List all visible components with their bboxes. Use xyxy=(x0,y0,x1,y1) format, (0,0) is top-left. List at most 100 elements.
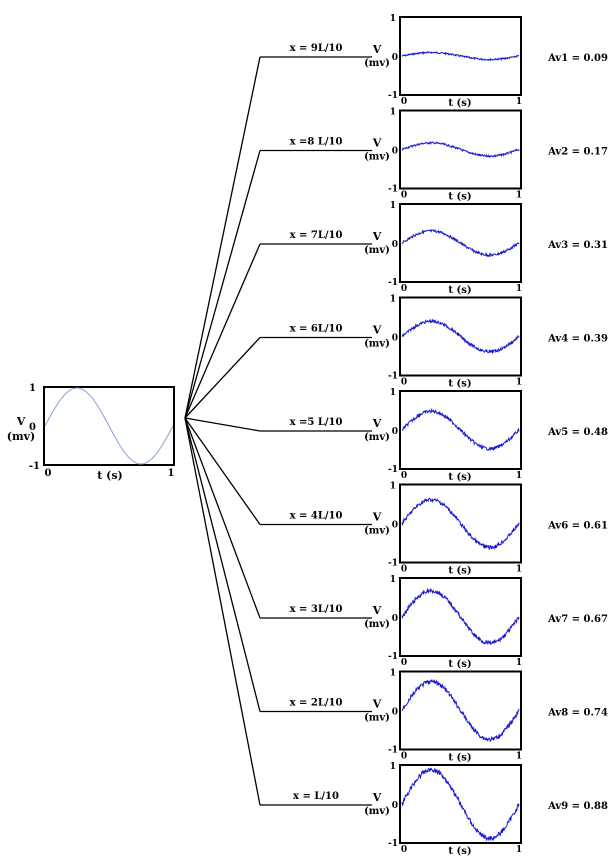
x-axis-label: t (s) xyxy=(448,753,471,764)
y-tick-bottom: -1 xyxy=(388,278,398,288)
y-axis-label-unit: (mv) xyxy=(364,526,390,537)
y-tick-mid: 0 xyxy=(392,53,398,63)
y-axis-label-unit: (mv) xyxy=(364,619,390,630)
noisy-sine-trace xyxy=(401,407,520,452)
x-tick-end: 1 xyxy=(516,378,522,388)
x-tick-end: 1 xyxy=(516,565,522,575)
x-axis-label: t (s) xyxy=(448,846,471,857)
position-label: x = 2L/10 xyxy=(290,698,343,709)
y-tick-mid: 0 xyxy=(392,427,398,437)
x-axis-label: t (s) xyxy=(448,285,471,296)
y-tick-top: 1 xyxy=(390,575,396,585)
x-tick-start: 0 xyxy=(401,845,407,855)
y-tick-top: 1 xyxy=(390,669,396,679)
y-axis-label-v: V xyxy=(372,230,382,243)
x-tick-end: 1 xyxy=(516,284,522,294)
source-y-axis-label-v: V xyxy=(16,415,26,428)
y-axis-label-unit: (mv) xyxy=(364,152,390,163)
y-axis-label-v: V xyxy=(372,43,382,56)
gain-label: Av5 = 0.48 xyxy=(547,427,608,438)
fan-out-connectors xyxy=(184,56,372,806)
y-tick-top: 1 xyxy=(390,295,396,305)
noisy-sine-trace xyxy=(401,497,520,551)
source-x-tick-start: 0 xyxy=(45,468,52,479)
source-x-tick-end: 1 xyxy=(168,468,175,479)
y-axis-label-unit: (mv) xyxy=(364,245,390,256)
plot-frame xyxy=(399,670,522,751)
position-label: x = L/10 xyxy=(293,791,339,802)
source-sine-trace xyxy=(44,387,174,465)
x-tick-start: 0 xyxy=(401,191,407,201)
x-tick-start: 0 xyxy=(401,378,407,388)
x-tick-start: 0 xyxy=(401,752,407,762)
connector-diagonal xyxy=(184,417,261,806)
plot-frame xyxy=(399,16,522,96)
y-tick-top: 1 xyxy=(390,762,396,772)
y-tick-bottom: -1 xyxy=(388,91,398,101)
x-tick-end: 1 xyxy=(516,191,522,201)
position-label: x = 6L/10 xyxy=(290,324,343,335)
plot-frame xyxy=(399,109,522,190)
gain-label: Av2 = 0.17 xyxy=(547,147,608,158)
position-label: x = 7L/10 xyxy=(290,230,343,241)
plot-frame xyxy=(399,390,522,470)
gain-label: Av6 = 0.61 xyxy=(547,521,608,532)
y-tick-mid: 0 xyxy=(392,240,398,250)
y-axis-label-v: V xyxy=(372,511,382,524)
position-label: x = 4L/10 xyxy=(290,511,343,522)
y-tick-bottom: -1 xyxy=(388,465,398,475)
x-tick-end: 1 xyxy=(516,845,522,855)
x-tick-end: 1 xyxy=(516,752,522,762)
y-axis-label-v: V xyxy=(372,698,382,711)
x-axis-label: t (s) xyxy=(448,659,471,670)
source-plot-frame xyxy=(43,386,175,466)
noisy-sine-trace xyxy=(401,228,520,258)
y-tick-mid: 0 xyxy=(392,708,398,718)
position-label: x = 3L/10 xyxy=(290,604,343,615)
y-tick-mid: 0 xyxy=(392,614,398,624)
connector-diagonal xyxy=(184,56,261,419)
plot-frame xyxy=(399,577,522,657)
x-axis-label: t (s) xyxy=(448,472,471,483)
y-axis-label-v: V xyxy=(372,791,382,804)
gain-label: Av4 = 0.39 xyxy=(547,334,608,345)
plot-frame xyxy=(399,203,522,283)
y-tick-top: 1 xyxy=(390,201,396,211)
position-label: x = 9L/10 xyxy=(290,43,343,54)
x-tick-end: 1 xyxy=(516,658,522,668)
x-axis-label: t (s) xyxy=(448,98,471,109)
x-axis-label: t (s) xyxy=(448,566,471,577)
x-axis-label: t (s) xyxy=(448,379,471,390)
position-label: x =5 L/10 xyxy=(290,417,343,428)
y-tick-top: 1 xyxy=(390,108,396,118)
noisy-sine-trace xyxy=(401,587,520,646)
y-tick-mid: 0 xyxy=(392,147,398,157)
connector-diagonal xyxy=(184,417,261,712)
y-tick-mid: 0 xyxy=(392,521,398,531)
x-tick-start: 0 xyxy=(401,97,407,107)
y-axis-label-unit: (mv) xyxy=(364,339,390,350)
y-tick-top: 1 xyxy=(390,482,396,492)
gain-label: Av3 = 0.31 xyxy=(547,240,608,251)
connector-diagonal xyxy=(184,337,261,419)
gain-label: Av1 = 0.09 xyxy=(547,53,608,64)
position-label: x =8 L/10 xyxy=(290,137,343,148)
y-tick-bottom: -1 xyxy=(388,839,398,849)
source-y-tick-top: 1 xyxy=(29,383,36,394)
gain-label: Av7 = 0.67 xyxy=(547,614,608,625)
y-axis-label-v: V xyxy=(372,324,382,337)
y-tick-top: 1 xyxy=(390,14,396,24)
plot-frame xyxy=(399,483,522,564)
source-x-axis-label: t (s) xyxy=(97,469,123,482)
y-axis-label-unit: (mv) xyxy=(364,713,390,724)
y-axis-label-unit: (mv) xyxy=(364,432,390,443)
noisy-sine-trace xyxy=(401,767,520,842)
